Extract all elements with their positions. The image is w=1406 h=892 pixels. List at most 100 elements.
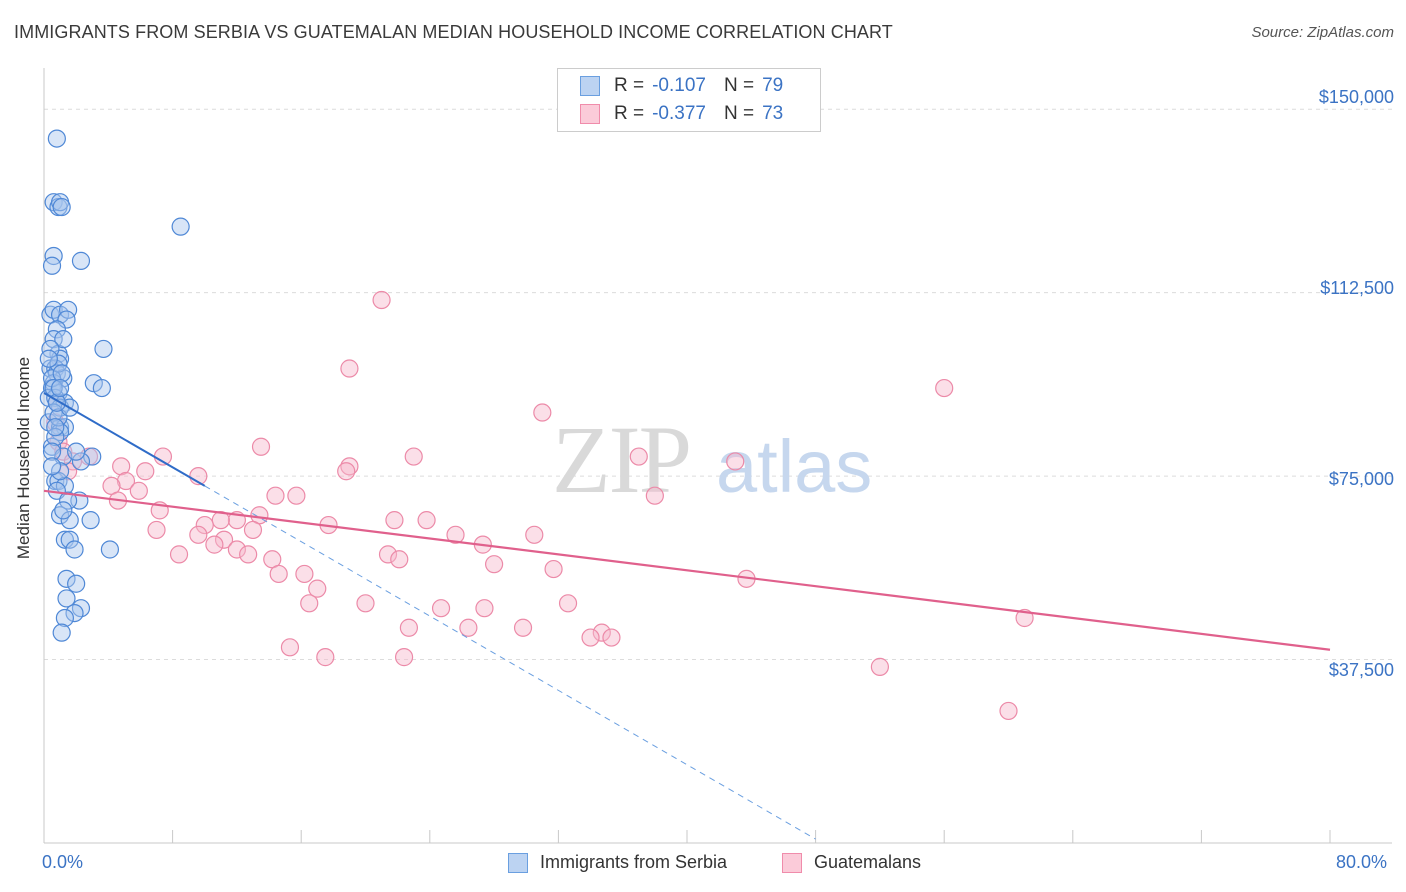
r-label: R = <box>614 75 645 96</box>
serbia-point <box>67 574 86 593</box>
guatemalans-point <box>337 462 356 481</box>
legend-row-serbia: R = -0.107 N = 79 <box>580 75 783 97</box>
guatemalans-point <box>300 594 319 613</box>
guatemalans-point <box>378 545 398 564</box>
y-tick-label: $37,500 <box>1328 660 1394 680</box>
guatemalans-point <box>266 486 285 505</box>
guatemalans-point <box>147 520 166 540</box>
r-label: R = <box>614 103 645 124</box>
serbia-point <box>71 452 91 471</box>
chart-title: IMMIGRANTS FROM SERBIA VS GUATEMALAN MED… <box>14 22 893 42</box>
n-label: N = <box>723 103 755 124</box>
y-tick-label: $75,000 <box>1328 469 1394 489</box>
guatemalans-point <box>214 530 234 549</box>
guatemalans-point <box>513 618 533 637</box>
serbia-point <box>67 442 86 461</box>
guatemalans-point <box>459 618 478 637</box>
guatemalans-point <box>239 545 258 564</box>
y-tick-label: $112,500 <box>1320 278 1394 298</box>
serbia-trend-line <box>43 392 206 487</box>
serbia-point <box>60 511 79 530</box>
x-tick-label-max: 80.0% <box>1336 852 1388 872</box>
serbia-points <box>39 129 190 642</box>
serbia-point <box>100 540 120 559</box>
guatemalans-point <box>340 359 359 378</box>
serbia-point <box>60 530 79 549</box>
guatemalans-point <box>475 599 494 618</box>
n-value: 79 <box>762 75 784 96</box>
r-value: -0.377 <box>652 103 706 124</box>
serbia-point <box>50 506 70 525</box>
serbia-point <box>81 511 100 530</box>
guatemalans-point <box>935 378 954 398</box>
guatemalans-point <box>112 457 131 476</box>
legend-item-guatemalans[interactable]: Guatemalans <box>782 852 921 873</box>
legend-label-serbia: Immigrants from Serbia <box>540 852 728 872</box>
gridlines <box>44 108 1392 661</box>
serbia-point <box>52 364 71 383</box>
serbia-point <box>65 603 84 623</box>
guatemalans-point <box>308 579 327 598</box>
guatemalans-point <box>295 564 314 584</box>
serbia-point <box>92 378 111 398</box>
guatemalans-point <box>251 437 271 456</box>
x-tick-label-min: 0.0% <box>42 852 84 872</box>
legend-label-guatemalans: Guatemalans <box>814 852 922 872</box>
guatemalans-point <box>287 486 306 505</box>
serbia-point <box>71 251 91 270</box>
serbia-point <box>59 491 78 510</box>
guatemalans-point <box>394 648 414 667</box>
guatemalans-point <box>169 545 189 564</box>
watermark: ZIP atlas <box>552 406 872 513</box>
guatemalans-point <box>592 623 611 642</box>
guatemalans-point <box>399 618 419 637</box>
y-tick-label: $150,000 <box>1318 87 1394 107</box>
serbia-point <box>171 217 190 236</box>
watermark-zip: ZIP <box>552 406 690 513</box>
guatemalans-point <box>356 594 375 613</box>
n-label: N = <box>723 75 755 96</box>
stats-legend: R = -0.107 N = 79 R = -0.377 N = 73 <box>557 68 821 132</box>
legend-item-serbia[interactable]: Immigrants from Serbia <box>508 852 727 873</box>
serbia-point <box>55 608 74 628</box>
legend-row-guatemalans: R = -0.377 N = 73 <box>580 103 783 125</box>
r-value: -0.107 <box>652 75 706 96</box>
serbia-point <box>54 501 73 520</box>
y-axis-label: Median Household Income <box>14 356 33 560</box>
serbia-point <box>94 339 113 359</box>
n-value: 73 <box>762 103 784 124</box>
serbia-point <box>47 320 66 339</box>
guatemalans-point <box>431 599 451 618</box>
guatemalans-point <box>385 511 404 530</box>
legend-swatch-serbia <box>508 852 528 873</box>
serbia-point <box>44 330 63 349</box>
guatemalans-point <box>340 457 359 476</box>
guatemalans-point <box>446 525 465 544</box>
guatemalans-point <box>1015 608 1034 628</box>
guatemalans-point <box>870 657 890 676</box>
guatemalans-point <box>558 594 578 613</box>
guatemalans-point <box>227 540 246 559</box>
guatemalans-point <box>243 520 263 540</box>
serbia-point <box>44 378 63 398</box>
guatemalans-point <box>525 525 544 544</box>
serbia-point <box>50 378 70 398</box>
legend-swatch-guatemalans <box>782 852 802 873</box>
guatemalans-point <box>602 628 621 647</box>
serbia-point <box>42 442 62 461</box>
serbia-point <box>52 197 71 217</box>
serbia-point <box>46 427 65 447</box>
chart-source: Source: ZipAtlas.com <box>1251 24 1394 41</box>
serbia-point <box>42 256 62 275</box>
serbia-point <box>57 589 76 608</box>
guatemalans-point <box>544 559 563 579</box>
guatemalans-point <box>485 555 504 574</box>
guatemalans-trend-line <box>43 489 1331 651</box>
guatemalans-point <box>404 447 423 466</box>
serbia-point <box>46 418 65 437</box>
guatemalans-point <box>533 403 552 422</box>
legend-swatch-guatemalans <box>580 104 600 124</box>
guatemalans-point <box>195 515 214 535</box>
guatemalans-point <box>116 471 136 491</box>
